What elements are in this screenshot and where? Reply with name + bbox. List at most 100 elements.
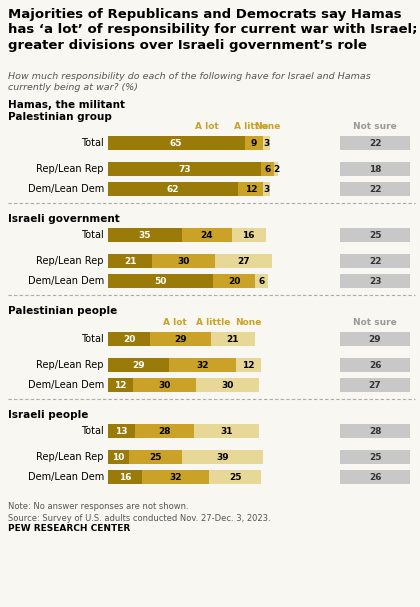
Text: Total: Total xyxy=(81,334,104,344)
Bar xyxy=(340,136,410,150)
Bar xyxy=(142,470,209,484)
Text: 22: 22 xyxy=(369,138,381,148)
Text: 39: 39 xyxy=(216,452,229,461)
Text: 12: 12 xyxy=(244,185,257,194)
Text: 13: 13 xyxy=(116,427,128,435)
Bar xyxy=(211,332,255,346)
Bar xyxy=(108,424,135,438)
Text: 29: 29 xyxy=(132,361,145,370)
Text: 32: 32 xyxy=(169,472,181,481)
Bar xyxy=(340,332,410,346)
Text: 20: 20 xyxy=(123,334,135,344)
Bar xyxy=(181,228,232,242)
Bar xyxy=(340,450,410,464)
Text: Rep/Lean Rep: Rep/Lean Rep xyxy=(37,164,104,174)
Text: 25: 25 xyxy=(369,452,381,461)
Bar xyxy=(244,136,263,150)
Text: 25: 25 xyxy=(369,231,381,240)
Text: 2: 2 xyxy=(273,164,279,174)
Text: 3: 3 xyxy=(263,138,270,148)
Bar xyxy=(108,358,169,372)
Bar xyxy=(209,470,261,484)
Bar xyxy=(340,274,410,288)
Bar xyxy=(108,254,152,268)
Bar xyxy=(108,470,142,484)
Bar xyxy=(238,182,263,196)
Text: 24: 24 xyxy=(200,231,213,240)
Text: 62: 62 xyxy=(167,185,179,194)
Bar xyxy=(340,182,410,196)
Bar xyxy=(263,182,270,196)
Text: Total: Total xyxy=(81,230,104,240)
Text: 12: 12 xyxy=(114,381,127,390)
Bar xyxy=(108,136,244,150)
Text: 28: 28 xyxy=(158,427,171,435)
Text: Rep/Lean Rep: Rep/Lean Rep xyxy=(37,360,104,370)
Bar xyxy=(129,450,181,464)
Text: 27: 27 xyxy=(237,257,250,265)
Text: 6: 6 xyxy=(265,164,271,174)
Text: Palestinian people: Palestinian people xyxy=(8,306,117,316)
Text: Majorities of Republicans and Democrats say Hamas
has ‘a lot’ of responsibility : Majorities of Republicans and Democrats … xyxy=(8,8,417,52)
Text: 18: 18 xyxy=(369,164,381,174)
Text: 65: 65 xyxy=(170,138,183,148)
Text: A lot: A lot xyxy=(163,318,187,327)
Text: 6: 6 xyxy=(258,277,265,285)
Text: 35: 35 xyxy=(139,231,151,240)
Text: 50: 50 xyxy=(154,277,167,285)
Bar xyxy=(213,274,255,288)
Text: 28: 28 xyxy=(369,427,381,435)
Text: Total: Total xyxy=(81,138,104,148)
Text: Israeli people: Israeli people xyxy=(8,410,88,420)
Text: 20: 20 xyxy=(228,277,240,285)
Bar xyxy=(108,162,261,176)
Text: 29: 29 xyxy=(369,334,381,344)
Bar xyxy=(215,254,272,268)
Text: 26: 26 xyxy=(369,361,381,370)
Text: 10: 10 xyxy=(112,452,125,461)
Text: 9: 9 xyxy=(251,138,257,148)
Text: 73: 73 xyxy=(178,164,191,174)
Bar xyxy=(261,162,274,176)
Bar xyxy=(263,136,270,150)
Text: 25: 25 xyxy=(229,472,241,481)
Bar xyxy=(340,254,410,268)
Text: Israeli government: Israeli government xyxy=(8,214,120,224)
Bar xyxy=(108,274,213,288)
Text: Note: No answer responses are not shown.
Source: Survey of U.S. adults conducted: Note: No answer responses are not shown.… xyxy=(8,502,270,523)
Text: 30: 30 xyxy=(158,381,171,390)
Text: 21: 21 xyxy=(227,334,239,344)
Bar xyxy=(194,424,259,438)
Text: 25: 25 xyxy=(149,452,162,461)
Bar xyxy=(340,378,410,392)
Bar xyxy=(340,162,410,176)
Bar xyxy=(196,378,259,392)
Text: Dem/Lean Dem: Dem/Lean Dem xyxy=(28,472,104,482)
Text: Total: Total xyxy=(81,426,104,436)
Bar xyxy=(133,378,196,392)
Bar xyxy=(150,332,211,346)
Text: 27: 27 xyxy=(369,381,381,390)
Bar xyxy=(274,162,278,176)
Bar xyxy=(255,274,268,288)
Text: None: None xyxy=(255,122,281,131)
Text: 29: 29 xyxy=(174,334,187,344)
Bar xyxy=(236,358,261,372)
Bar xyxy=(340,424,410,438)
Text: 21: 21 xyxy=(124,257,136,265)
Bar xyxy=(108,228,181,242)
Text: Rep/Lean Rep: Rep/Lean Rep xyxy=(37,452,104,462)
Text: PEW RESEARCH CENTER: PEW RESEARCH CENTER xyxy=(8,524,130,533)
Bar xyxy=(340,228,410,242)
Text: 22: 22 xyxy=(369,185,381,194)
Text: 16: 16 xyxy=(242,231,255,240)
Text: A little: A little xyxy=(196,318,230,327)
Text: Rep/Lean Rep: Rep/Lean Rep xyxy=(37,256,104,266)
Bar xyxy=(108,450,129,464)
Text: 16: 16 xyxy=(118,472,131,481)
Text: 30: 30 xyxy=(177,257,190,265)
Text: Hamas, the militant
Palestinian group: Hamas, the militant Palestinian group xyxy=(8,100,125,123)
Bar xyxy=(135,424,194,438)
Text: Dem/Lean Dem: Dem/Lean Dem xyxy=(28,276,104,286)
Text: 22: 22 xyxy=(369,257,381,265)
